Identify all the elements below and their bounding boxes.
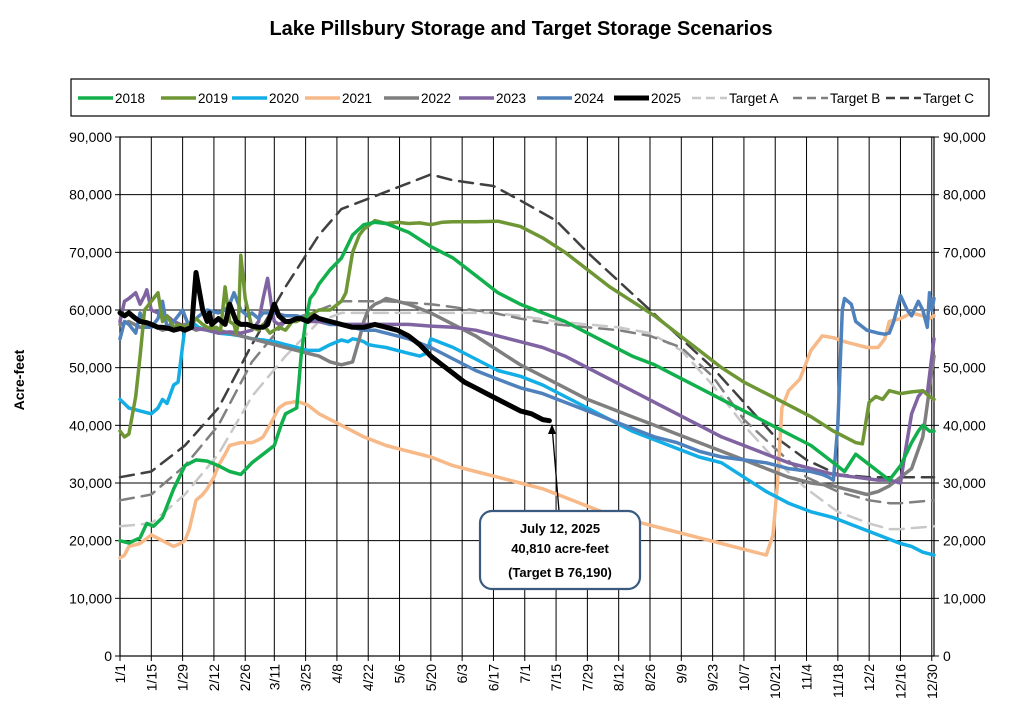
series-layer bbox=[117, 173, 936, 560]
y-tick-label: 40,000 bbox=[69, 417, 112, 433]
x-tick-label: 10/7 bbox=[736, 664, 752, 691]
y-axis-right: 0 10,000 20,000 30,000 40,000 50,000 60,000 70,… bbox=[934, 129, 986, 664]
series-line-2019 bbox=[118, 218, 936, 446]
x-tick-label: 12/30 bbox=[924, 664, 940, 699]
series-line-2018 bbox=[118, 220, 936, 545]
legend-label: 2020 bbox=[269, 91, 299, 106]
x-tick-label: 5/20 bbox=[423, 664, 439, 691]
series-line-2025 bbox=[117, 270, 552, 424]
x-tick-label: 2/12 bbox=[206, 664, 222, 691]
annotation-target: (Target B 76,190) bbox=[508, 565, 612, 580]
x-tick-label: 8/12 bbox=[611, 664, 627, 691]
legend-box bbox=[70, 78, 990, 117]
y-tick-label-right: 90,000 bbox=[943, 129, 986, 145]
y-tick-label: 10,000 bbox=[69, 590, 112, 606]
x-tick-label: 3/25 bbox=[298, 664, 314, 691]
x-tick-label: 1/1 bbox=[112, 664, 128, 684]
x-tick-label: 6/17 bbox=[485, 664, 501, 691]
x-tick-label: 4/22 bbox=[360, 664, 376, 691]
x-tick-label: 9/9 bbox=[673, 664, 689, 684]
series-line-2021 bbox=[118, 311, 936, 560]
y-tick-label: 90,000 bbox=[69, 129, 112, 145]
x-tick-label: 5/6 bbox=[392, 664, 408, 684]
x-tick-label: 7/29 bbox=[579, 664, 595, 691]
annotation-arrow-line bbox=[551, 425, 560, 512]
legend-label: 2018 bbox=[115, 91, 145, 106]
x-tick-label: 6/3 bbox=[454, 664, 470, 684]
legend-label: Target B bbox=[830, 91, 880, 106]
y-tick-label: 30,000 bbox=[69, 475, 112, 491]
y-tick-label: 50,000 bbox=[69, 360, 112, 376]
y-tick-label: 20,000 bbox=[69, 533, 112, 549]
annotation-date: July 12, 2025 bbox=[520, 521, 600, 536]
legend-label: Target C bbox=[923, 91, 974, 106]
y-tick-label-right: 0 bbox=[943, 648, 951, 664]
legend-label: 2022 bbox=[421, 91, 451, 106]
x-tick-label: 2/26 bbox=[237, 664, 253, 691]
legend-label: Target A bbox=[729, 91, 779, 106]
x-tick-label: 7/15 bbox=[548, 664, 564, 691]
y-tick-label: 0 bbox=[104, 648, 112, 664]
x-tick-label: 12/16 bbox=[892, 664, 908, 699]
legend-label: 2019 bbox=[198, 91, 228, 106]
x-tick-label: 9/23 bbox=[705, 664, 721, 691]
x-tick-label: 12/2 bbox=[861, 664, 877, 691]
x-axis: 1/1 1/15 1/29 2/12 2/26 3/11 3/25 4/8 4/22 5/6 5/2… bbox=[112, 656, 940, 699]
x-tick-label: 7/1 bbox=[517, 664, 533, 684]
annotation-box bbox=[478, 509, 642, 591]
legend-label: 2021 bbox=[342, 91, 372, 106]
x-tick-label: 10/21 bbox=[767, 664, 783, 699]
x-tick-label: 1/29 bbox=[175, 664, 191, 691]
annotation: July 12, 2025 40,810 acre-feet (Target B… bbox=[478, 424, 642, 591]
series-line-target-c bbox=[118, 173, 936, 479]
x-tick-label: 11/18 bbox=[830, 664, 846, 698]
y-tick-label: 80,000 bbox=[69, 187, 112, 203]
y-tick-label-right: 10,000 bbox=[943, 590, 986, 606]
annotation-arrowhead bbox=[548, 424, 556, 434]
y-tick-label-right: 20,000 bbox=[943, 533, 986, 549]
chart-title: Lake Pillsbury Storage and Target Storag… bbox=[269, 18, 772, 40]
plot-area-border bbox=[119, 136, 935, 657]
y-tick-label: 70,000 bbox=[69, 244, 112, 260]
legend-label: 2023 bbox=[496, 91, 526, 106]
y-tick-label-right: 70,000 bbox=[943, 244, 986, 260]
legend-label: 2024 bbox=[574, 91, 605, 106]
legend: 2018 2019 2020 2021 2022 2023 2024 2025 Target A… bbox=[78, 91, 974, 106]
annotation-storage: 40,810 acre-feet bbox=[511, 541, 609, 556]
x-tick-label: 3/11 bbox=[266, 664, 282, 690]
x-tick-label: 11/4 bbox=[799, 664, 815, 690]
y-tick-label-right: 30,000 bbox=[943, 475, 986, 491]
x-tick-label: 1/15 bbox=[143, 664, 159, 691]
y-tick-label-right: 50,000 bbox=[943, 360, 986, 376]
y-tick-label-right: 40,000 bbox=[943, 417, 986, 433]
y-tick-label-right: 60,000 bbox=[943, 302, 986, 318]
y-axis-left: 0 10,000 20,000 30,000 40,000 50,000 60,000 70,… bbox=[69, 129, 120, 664]
series-line-target-a bbox=[118, 311, 936, 531]
y-tick-label-right: 80,000 bbox=[943, 187, 986, 203]
legend-label: 2025 bbox=[651, 91, 681, 106]
y-tick-label: 60,000 bbox=[69, 302, 112, 318]
x-tick-label: 8/26 bbox=[642, 664, 658, 691]
y-axis-label: Acre-feet bbox=[11, 349, 27, 410]
x-tick-label: 4/8 bbox=[329, 664, 345, 684]
